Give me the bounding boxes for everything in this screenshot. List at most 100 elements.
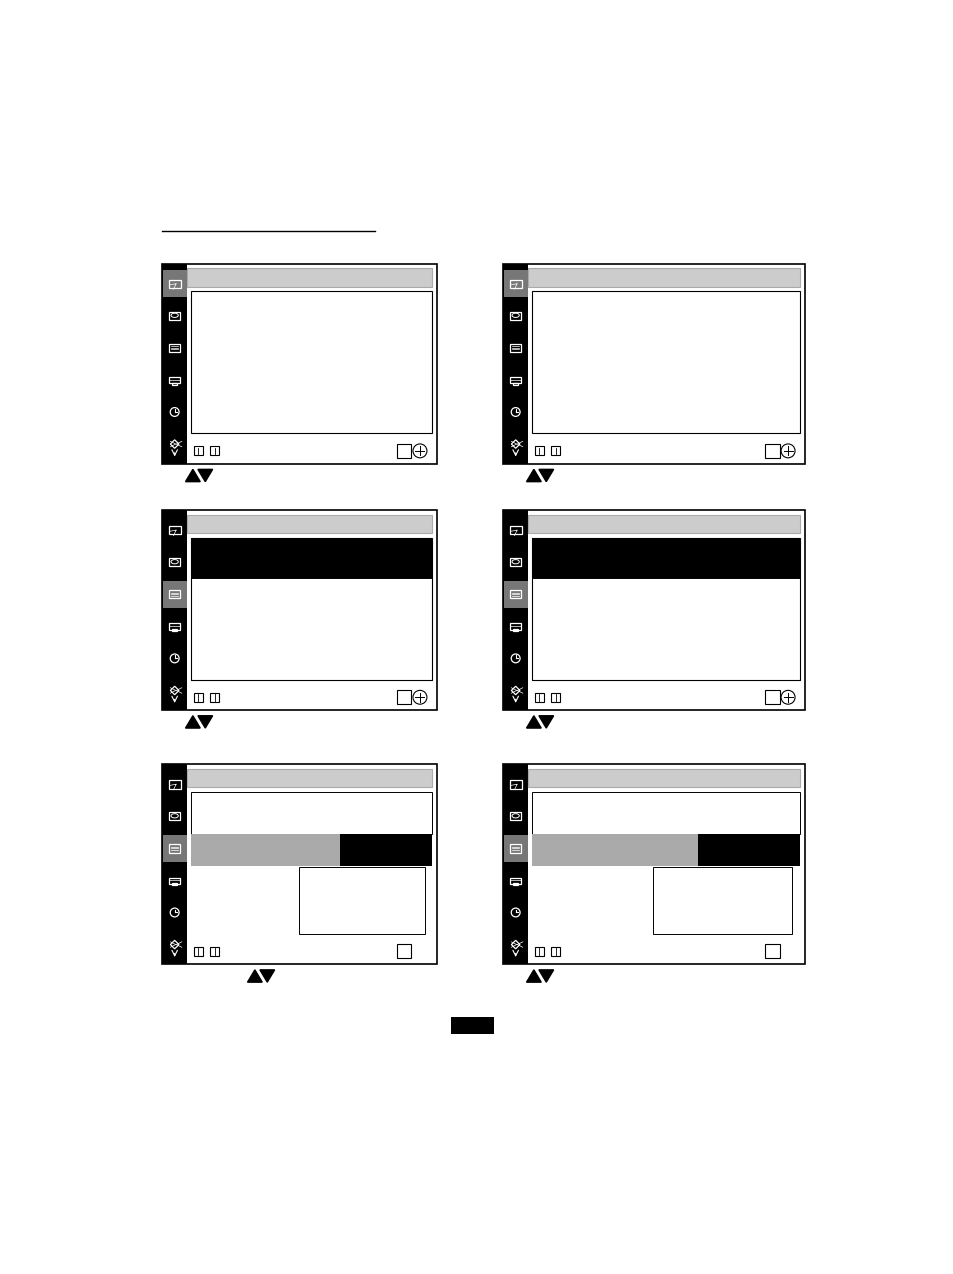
Bar <box>169 845 180 852</box>
Polygon shape <box>197 716 213 727</box>
Bar <box>698 834 800 865</box>
Bar <box>191 292 432 433</box>
Bar <box>340 834 432 865</box>
Bar <box>764 944 779 958</box>
Polygon shape <box>247 970 262 982</box>
Bar <box>193 446 203 456</box>
Polygon shape <box>526 716 540 727</box>
Polygon shape <box>526 469 540 482</box>
Bar <box>513 383 517 385</box>
Bar <box>162 581 187 608</box>
Bar <box>502 264 528 464</box>
Bar <box>396 691 411 705</box>
Bar <box>531 538 800 679</box>
Bar <box>764 443 779 457</box>
Bar <box>528 269 800 287</box>
Polygon shape <box>197 469 213 482</box>
Bar <box>191 577 432 679</box>
Bar <box>550 693 559 702</box>
Bar <box>550 947 559 956</box>
Bar <box>451 1017 493 1033</box>
Bar <box>396 944 411 958</box>
Bar <box>191 792 432 834</box>
Polygon shape <box>538 970 553 982</box>
Bar <box>169 623 180 629</box>
Bar <box>502 764 804 964</box>
Bar <box>509 558 521 567</box>
Bar <box>502 510 804 711</box>
Bar <box>509 780 521 789</box>
Bar <box>191 538 432 679</box>
Polygon shape <box>538 469 553 482</box>
Polygon shape <box>185 469 200 482</box>
Bar <box>513 883 517 885</box>
Bar <box>528 515 800 534</box>
Bar <box>169 377 180 383</box>
Bar <box>509 526 521 535</box>
Bar <box>162 510 187 711</box>
Bar <box>502 510 528 711</box>
Bar <box>531 792 800 834</box>
Bar <box>169 558 180 567</box>
Bar <box>531 292 800 433</box>
Bar <box>502 264 804 464</box>
Bar <box>169 344 180 352</box>
Bar <box>191 834 340 865</box>
Bar <box>162 764 187 964</box>
Bar <box>550 446 559 456</box>
Bar <box>531 538 800 577</box>
Bar <box>509 623 521 629</box>
Bar <box>531 834 698 865</box>
Bar <box>513 629 517 631</box>
Bar <box>509 813 521 820</box>
Bar <box>193 693 203 702</box>
Polygon shape <box>185 716 200 727</box>
Bar <box>509 590 521 599</box>
Bar <box>169 813 180 820</box>
Polygon shape <box>526 970 540 982</box>
Bar <box>169 780 181 789</box>
Bar <box>210 446 219 456</box>
Bar <box>169 878 180 884</box>
Bar <box>534 446 543 456</box>
Bar <box>169 279 181 288</box>
Bar <box>172 383 177 385</box>
Polygon shape <box>259 970 274 982</box>
Bar <box>509 312 521 320</box>
Bar <box>169 312 180 320</box>
Bar <box>503 581 527 608</box>
Bar <box>172 629 177 631</box>
Bar <box>162 764 436 964</box>
Bar <box>509 377 521 383</box>
Bar <box>162 264 436 464</box>
Bar <box>169 590 180 599</box>
Bar <box>162 270 187 297</box>
Bar <box>187 269 432 287</box>
Bar <box>187 515 432 534</box>
Bar <box>503 270 527 297</box>
Bar <box>509 344 521 352</box>
Bar <box>172 883 177 885</box>
Bar <box>534 693 543 702</box>
Bar <box>162 264 187 464</box>
Bar <box>652 868 792 934</box>
Bar <box>162 510 436 711</box>
Bar <box>509 878 521 884</box>
Bar <box>764 691 779 705</box>
Bar <box>210 947 219 956</box>
Bar <box>502 764 528 964</box>
Bar <box>299 868 425 934</box>
Bar <box>509 279 521 288</box>
Bar <box>503 834 527 862</box>
Bar <box>531 577 800 679</box>
Bar <box>210 693 219 702</box>
Bar <box>187 769 432 787</box>
Bar <box>528 769 800 787</box>
Polygon shape <box>538 716 553 727</box>
Bar <box>193 947 203 956</box>
Bar <box>162 834 187 862</box>
Bar <box>396 443 411 457</box>
Bar <box>191 538 432 577</box>
Bar <box>169 526 181 535</box>
Bar <box>534 947 543 956</box>
